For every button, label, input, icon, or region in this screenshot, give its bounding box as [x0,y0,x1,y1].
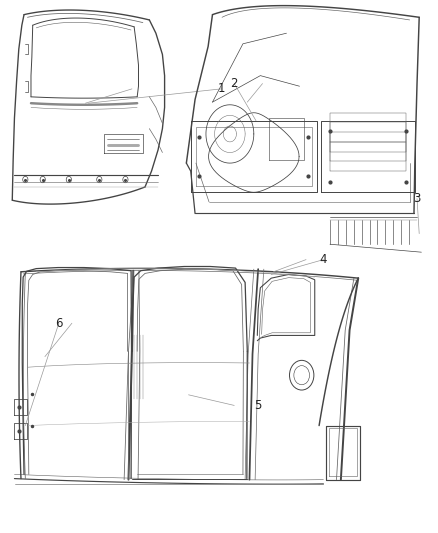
Text: 1: 1 [217,83,225,95]
Text: 3: 3 [413,192,421,205]
Text: 5: 5 [254,399,262,412]
Text: 2: 2 [230,77,238,90]
Text: 4: 4 [320,253,327,266]
Text: 6: 6 [55,317,63,330]
